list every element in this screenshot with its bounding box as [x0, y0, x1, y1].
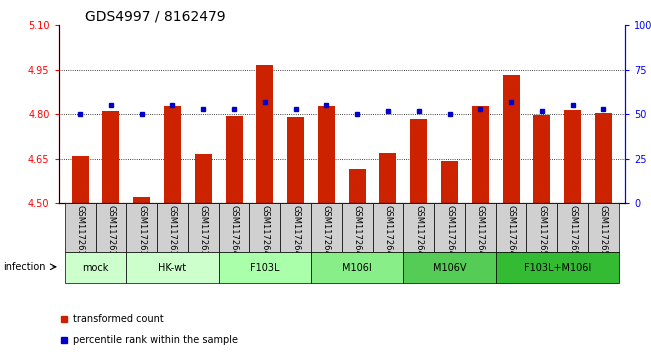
Text: GSM1172635: GSM1172635 [76, 205, 85, 261]
Bar [564, 110, 581, 203]
Text: GSM1172642: GSM1172642 [291, 205, 300, 261]
Bar [287, 117, 304, 203]
Text: F103L+M106I: F103L+M106I [523, 263, 591, 273]
Bar [195, 154, 212, 203]
Bar [226, 116, 243, 203]
Text: GSM1172651: GSM1172651 [568, 205, 577, 261]
Text: HK-wt: HK-wt [158, 263, 187, 273]
FancyBboxPatch shape [311, 252, 404, 283]
Bar [595, 113, 612, 203]
Bar [133, 197, 150, 203]
FancyBboxPatch shape [219, 203, 249, 252]
Text: GSM1172639: GSM1172639 [199, 205, 208, 261]
Bar [472, 106, 489, 203]
Text: GSM1172643: GSM1172643 [322, 205, 331, 261]
Text: percentile rank within the sample: percentile rank within the sample [73, 335, 238, 346]
Bar [349, 169, 366, 203]
Bar [533, 115, 550, 203]
FancyBboxPatch shape [372, 203, 404, 252]
Text: GSM1172647: GSM1172647 [445, 205, 454, 261]
Text: GSM1172637: GSM1172637 [137, 205, 146, 261]
FancyBboxPatch shape [96, 203, 126, 252]
Bar [410, 119, 427, 203]
Bar [256, 65, 273, 203]
FancyBboxPatch shape [495, 203, 527, 252]
FancyBboxPatch shape [188, 203, 219, 252]
Text: GDS4997 / 8162479: GDS4997 / 8162479 [85, 9, 225, 23]
FancyBboxPatch shape [280, 203, 311, 252]
FancyBboxPatch shape [434, 203, 465, 252]
FancyBboxPatch shape [249, 203, 280, 252]
Text: GSM1172636: GSM1172636 [106, 205, 115, 261]
Text: F103L: F103L [250, 263, 279, 273]
FancyBboxPatch shape [219, 252, 311, 283]
Bar [503, 75, 519, 203]
Text: GSM1172638: GSM1172638 [168, 205, 177, 261]
Bar [72, 156, 89, 203]
FancyBboxPatch shape [64, 252, 126, 283]
Text: mock: mock [82, 263, 109, 273]
FancyBboxPatch shape [157, 203, 188, 252]
FancyBboxPatch shape [404, 203, 434, 252]
Text: M106I: M106I [342, 263, 372, 273]
Text: GSM1172640: GSM1172640 [230, 205, 238, 261]
Text: GSM1172645: GSM1172645 [383, 205, 393, 261]
FancyBboxPatch shape [588, 203, 619, 252]
Bar [380, 154, 396, 203]
Text: GSM1172650: GSM1172650 [537, 205, 546, 261]
Bar [441, 161, 458, 203]
Text: GSM1172652: GSM1172652 [599, 205, 608, 261]
FancyBboxPatch shape [342, 203, 372, 252]
FancyBboxPatch shape [126, 203, 157, 252]
FancyBboxPatch shape [527, 203, 557, 252]
FancyBboxPatch shape [495, 252, 619, 283]
Bar [318, 106, 335, 203]
Text: infection: infection [3, 262, 46, 272]
Text: transformed count: transformed count [73, 314, 163, 324]
Text: GSM1172641: GSM1172641 [260, 205, 270, 261]
FancyBboxPatch shape [64, 203, 96, 252]
FancyBboxPatch shape [557, 203, 588, 252]
Text: GSM1172644: GSM1172644 [353, 205, 362, 261]
FancyBboxPatch shape [465, 203, 495, 252]
FancyBboxPatch shape [404, 252, 495, 283]
Text: GSM1172649: GSM1172649 [506, 205, 516, 261]
Bar [102, 111, 119, 203]
FancyBboxPatch shape [311, 203, 342, 252]
Text: M106V: M106V [433, 263, 466, 273]
Bar [164, 106, 181, 203]
Text: GSM1172648: GSM1172648 [476, 205, 485, 261]
FancyBboxPatch shape [126, 252, 219, 283]
Text: GSM1172646: GSM1172646 [414, 205, 423, 261]
